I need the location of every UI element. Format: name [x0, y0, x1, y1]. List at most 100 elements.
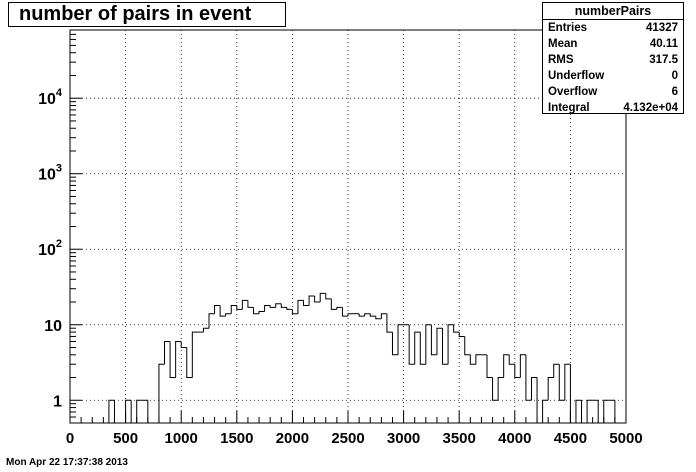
histogram-bin — [558, 364, 565, 401]
stats-value: 6 — [671, 86, 678, 98]
timestamp-footer: Mon Apr 22 17:37:38 2013 — [6, 457, 128, 468]
y-tick-label: 1 — [53, 393, 62, 410]
stats-label: Entries — [548, 22, 587, 34]
histogram-bin — [275, 303, 282, 308]
histogram-bin — [325, 293, 332, 300]
histogram-bin — [208, 313, 215, 329]
histogram-bin — [375, 316, 382, 320]
histogram-bin — [303, 300, 310, 306]
histogram-bin — [230, 304, 237, 314]
histogram-bin — [364, 313, 371, 317]
histogram-bin — [347, 313, 354, 317]
histogram-bin — [314, 296, 321, 303]
histogram-bin — [286, 307, 293, 310]
y-tick-label: 102 — [38, 238, 62, 259]
histogram-bin — [586, 399, 593, 423]
x-tick-label: 2000 — [276, 430, 309, 447]
histogram-bin — [258, 310, 265, 314]
stats-row-integral: Integral 4.132e+04 — [543, 100, 683, 116]
stats-value: 317.5 — [649, 54, 678, 66]
histogram-bin — [264, 304, 271, 312]
histogram-bin — [453, 324, 460, 333]
stats-value: 4.132e+04 — [623, 102, 678, 114]
y-tick-label: 10 — [44, 318, 62, 335]
histogram-bin — [147, 400, 154, 424]
histogram-bin — [525, 354, 532, 401]
histogram-bin — [136, 399, 143, 423]
histogram-bin — [214, 304, 221, 314]
x-tick-label: 4500 — [554, 430, 587, 447]
histogram-bin — [202, 327, 209, 333]
histogram-bin — [130, 400, 137, 424]
stats-row-mean: Mean 40.11 — [543, 36, 683, 52]
plot-title: number of pairs in event — [8, 2, 286, 27]
y-tick-label: 103 — [38, 163, 62, 184]
histogram-bin — [164, 341, 171, 365]
histogram-bin — [225, 313, 232, 317]
histogram-bin — [408, 324, 415, 365]
histogram-bin — [419, 332, 426, 365]
x-tick-label: 4000 — [498, 430, 531, 447]
stats-label: RMS — [548, 54, 574, 66]
histogram-bin — [269, 305, 276, 308]
histogram-bin — [442, 328, 449, 365]
histogram-bin — [464, 336, 471, 356]
grid-lines — [70, 30, 626, 423]
histogram-bin — [469, 354, 476, 365]
histogram-series — [108, 292, 616, 424]
x-tick-label: 1500 — [220, 430, 253, 447]
stats-label: Overflow — [548, 86, 598, 98]
histogram-bin — [330, 298, 337, 310]
histogram-bin — [219, 305, 226, 317]
histogram-bin — [486, 354, 493, 379]
histogram-bin — [597, 400, 604, 424]
histogram-bin — [113, 400, 121, 424]
histogram-bin — [547, 377, 554, 401]
histogram-bin — [280, 303, 287, 308]
histogram-bin — [530, 377, 538, 401]
histogram-bin — [291, 309, 298, 315]
histogram-bin — [519, 354, 526, 378]
histogram-bin — [475, 354, 482, 365]
histogram-bin — [514, 364, 521, 379]
histogram-bin — [492, 377, 499, 401]
histogram-bin — [308, 295, 315, 306]
x-tick-label: 2500 — [331, 430, 364, 447]
stats-value: 40.11 — [649, 38, 678, 50]
histogram-bin — [575, 399, 582, 423]
histogram-bin — [297, 299, 304, 314]
stats-label: Underflow — [548, 70, 605, 82]
histogram-bin — [191, 331, 198, 378]
axes — [69, 29, 627, 424]
histogram-bin — [241, 299, 248, 310]
histogram-bin — [397, 324, 404, 355]
stats-row-rms: RMS 317.5 — [543, 52, 683, 68]
histogram-bin — [536, 377, 543, 424]
stats-label: Mean — [548, 38, 578, 50]
stats-label: Integral — [548, 102, 590, 114]
histogram-bin — [175, 341, 182, 378]
histogram-bin — [430, 324, 437, 356]
histogram-bin — [425, 324, 432, 365]
histogram-bin — [169, 341, 176, 379]
histogram-bin — [125, 399, 132, 423]
x-tick-label: 0 — [66, 430, 74, 447]
histogram-bin — [497, 377, 504, 401]
histogram-bin — [564, 363, 571, 401]
x-tick-label: 3500 — [443, 430, 476, 447]
histogram-bin — [391, 332, 399, 356]
histogram-bin — [458, 332, 465, 337]
histogram-bin — [542, 399, 549, 423]
stats-value: 0 — [671, 70, 678, 82]
histogram-bin — [247, 300, 254, 308]
stats-value: 41327 — [646, 22, 678, 34]
stats-row-entries: Entries 41327 — [543, 20, 683, 36]
histogram-bin — [236, 305, 243, 310]
y-tick-label: 104 — [38, 87, 63, 108]
histogram-bin — [252, 307, 260, 315]
tick-labels: 0 500 1000 1500 2000 2500 3000 3500 4000 4500 5000… — [38, 87, 643, 447]
histogram-bin — [414, 331, 421, 365]
x-tick-label: 5000 — [609, 430, 642, 447]
plot-title-text: number of pairs in event — [19, 3, 252, 25]
